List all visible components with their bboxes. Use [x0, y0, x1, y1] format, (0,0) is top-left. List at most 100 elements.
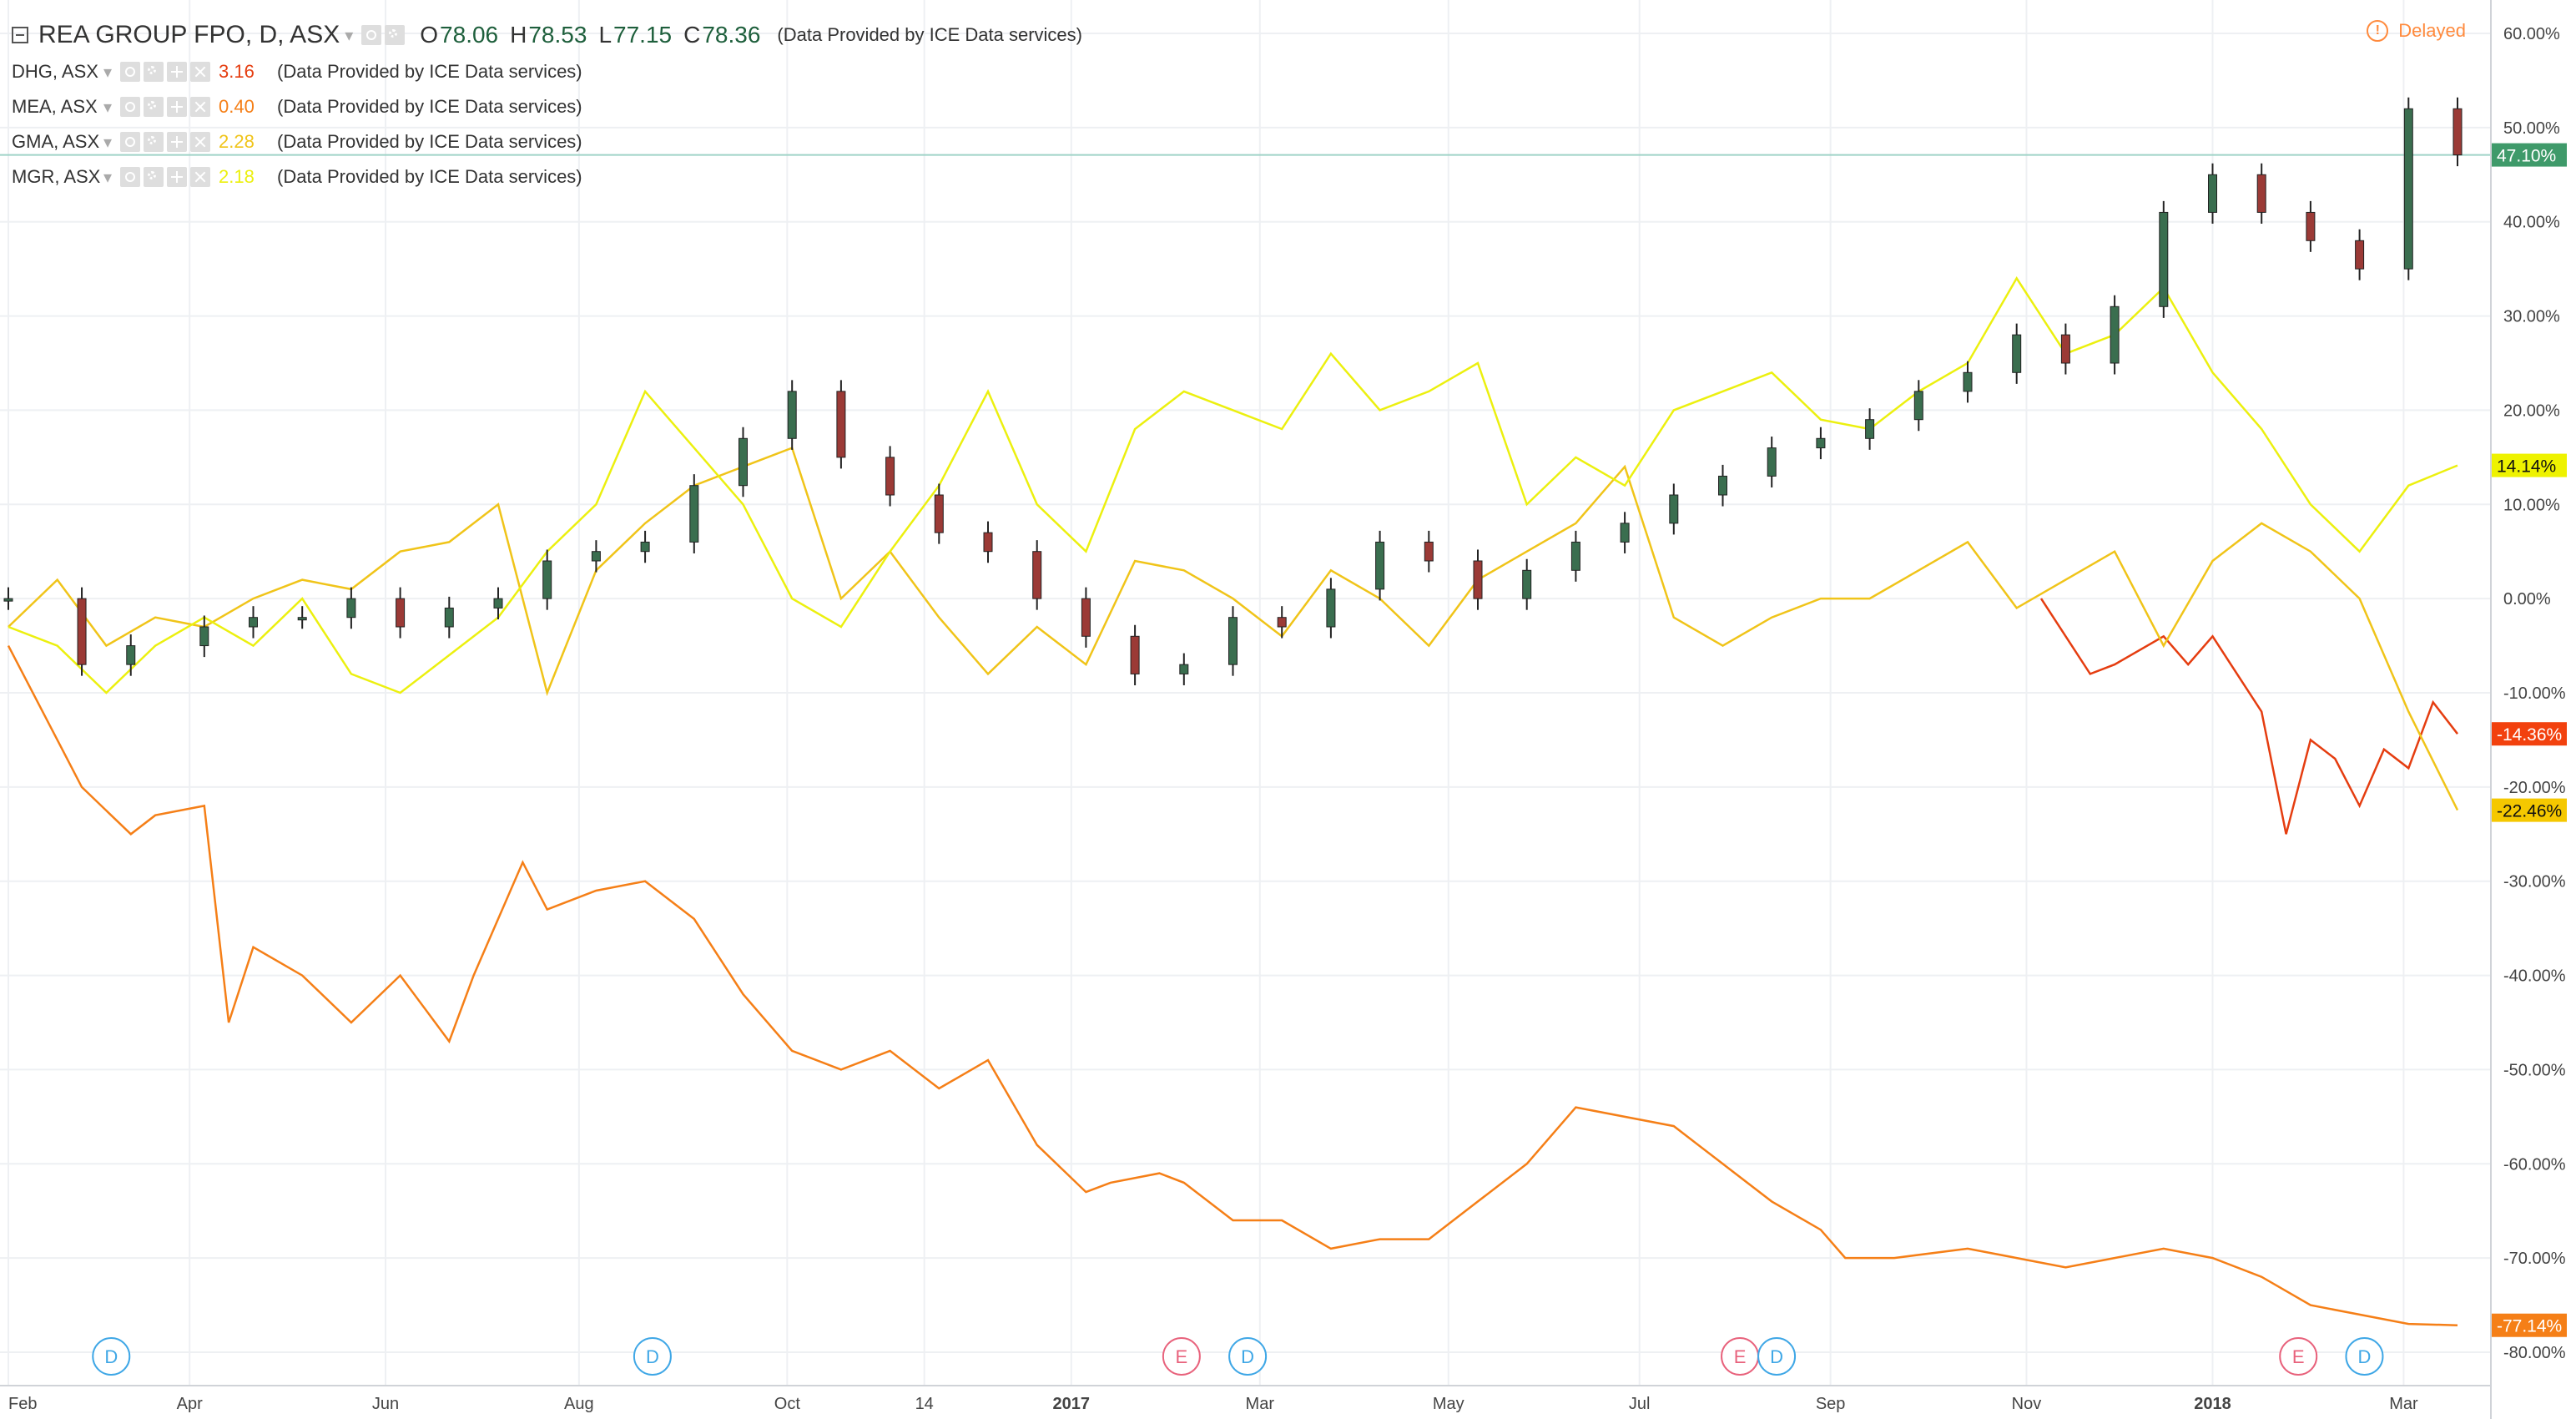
gear-icon[interactable]: [144, 167, 164, 187]
plus-icon[interactable]: [167, 167, 188, 187]
candle-body[interactable]: [1424, 541, 1434, 562]
candle-body[interactable]: [885, 457, 895, 496]
plus-icon[interactable]: [167, 62, 188, 82]
high-label: H: [510, 22, 527, 48]
candle-body[interactable]: [983, 532, 993, 553]
candle-body[interactable]: [1816, 437, 1826, 449]
candle-body[interactable]: [396, 598, 406, 628]
y-tick-label: -80.00%: [2503, 1344, 2566, 1362]
earnings-marker[interactable]: E: [2279, 1337, 2318, 1376]
candle-body[interactable]: [1718, 475, 1727, 496]
candle-body[interactable]: [787, 391, 797, 439]
dividend-marker[interactable]: D: [92, 1337, 131, 1376]
candle-body[interactable]: [836, 391, 846, 458]
candle-body[interactable]: [640, 541, 650, 553]
eye-icon[interactable]: [120, 62, 141, 82]
chevron-down-icon[interactable]: ▾: [103, 168, 113, 187]
candle-body[interactable]: [297, 617, 307, 621]
candle-body[interactable]: [1130, 635, 1140, 674]
compare-symbol-name[interactable]: DHG, ASX: [12, 61, 98, 82]
candle-body[interactable]: [2012, 334, 2022, 373]
chevron-down-icon[interactable]: ▾: [103, 63, 113, 82]
plus-icon[interactable]: [167, 132, 188, 152]
close-label: C: [683, 22, 701, 48]
candle-body[interactable]: [2306, 211, 2316, 241]
collapse-legend-button[interactable]: [12, 27, 28, 43]
candle-body[interactable]: [126, 645, 136, 665]
close-icon[interactable]: [190, 97, 211, 117]
candle-body[interactable]: [2159, 211, 2169, 307]
chevron-down-icon[interactable]: ▾: [345, 26, 354, 45]
candle-body[interactable]: [1081, 598, 1091, 637]
candle-body[interactable]: [1032, 551, 1042, 599]
delayed-status[interactable]: ! Delayed: [2367, 20, 2466, 42]
candle-body[interactable]: [1669, 494, 1679, 524]
gear-icon[interactable]: [144, 97, 164, 117]
candle-body[interactable]: [1522, 569, 1532, 599]
candle-body[interactable]: [2060, 334, 2070, 364]
compare-symbol-name[interactable]: GMA, ASX: [12, 131, 100, 152]
eye-icon[interactable]: [361, 25, 382, 45]
candle-body[interactable]: [1375, 541, 1385, 590]
candle-body[interactable]: [1179, 664, 1189, 674]
candle-body[interactable]: [1473, 560, 1483, 599]
candle-body[interactable]: [2208, 174, 2217, 213]
candle-body[interactable]: [77, 598, 87, 665]
series-line-gma[interactable]: [8, 446, 2459, 811]
candle-body[interactable]: [2355, 240, 2365, 270]
series-line-dhg[interactable]: [2039, 598, 2458, 835]
close-icon[interactable]: [190, 62, 211, 82]
dividend-marker[interactable]: D: [633, 1337, 672, 1376]
plus-icon[interactable]: [167, 97, 188, 117]
chevron-down-icon[interactable]: ▾: [103, 98, 113, 117]
candle-body[interactable]: [2452, 108, 2463, 156]
candle-body[interactable]: [249, 617, 258, 628]
candle-body[interactable]: [542, 560, 552, 599]
candle-body[interactable]: [1277, 617, 1287, 628]
close-icon[interactable]: [190, 167, 211, 187]
candle-body[interactable]: [444, 607, 454, 628]
candle-body[interactable]: [1913, 391, 1923, 421]
candle-body[interactable]: [1963, 371, 1973, 392]
eye-icon[interactable]: [120, 167, 141, 187]
dividend-marker[interactable]: D: [2345, 1337, 2384, 1376]
close-icon[interactable]: [190, 132, 211, 152]
candle-body[interactable]: [1570, 541, 1580, 571]
series-line-mea[interactable]: [7, 645, 2458, 1326]
candle-body[interactable]: [739, 437, 748, 487]
eye-icon[interactable]: [120, 97, 141, 117]
x-tick-label: Mar: [2389, 1395, 2418, 1413]
series-line-mgr[interactable]: [8, 276, 2458, 694]
candle-body[interactable]: [591, 551, 601, 562]
gear-icon[interactable]: [144, 62, 164, 82]
candle-body[interactable]: [1767, 447, 1777, 477]
compare-symbol-name[interactable]: MEA, ASX: [12, 96, 98, 117]
candle-body[interactable]: [346, 598, 356, 619]
candle-body[interactable]: [1228, 617, 1238, 665]
candle-body[interactable]: [689, 485, 699, 543]
earnings-marker[interactable]: E: [1162, 1337, 1201, 1376]
candle-body[interactable]: [3, 598, 13, 602]
candle-body[interactable]: [1865, 419, 1875, 439]
eye-icon[interactable]: [120, 132, 141, 152]
chevron-down-icon[interactable]: ▾: [103, 133, 113, 152]
candle-body[interactable]: [199, 626, 209, 647]
candle-body[interactable]: [1620, 523, 1630, 543]
last-value-tag: 14.14%: [2492, 453, 2567, 477]
candle-body[interactable]: [493, 598, 503, 609]
symbol-title[interactable]: REA GROUP FPO, D, ASX: [38, 21, 340, 48]
compare-symbol-name[interactable]: MGR, ASX: [12, 166, 101, 187]
candle-body[interactable]: [2110, 306, 2120, 364]
gear-icon[interactable]: [385, 25, 406, 45]
dividend-marker[interactable]: D: [1228, 1337, 1268, 1376]
candle-body[interactable]: [934, 494, 944, 533]
candle-body[interactable]: [2403, 108, 2413, 270]
candle-body[interactable]: [2256, 174, 2266, 213]
earnings-marker[interactable]: E: [1721, 1337, 1760, 1376]
gear-icon[interactable]: [144, 132, 164, 152]
candle-body[interactable]: [1326, 588, 1336, 628]
dividend-marker[interactable]: D: [1757, 1337, 1797, 1376]
event-marker-letter: D: [646, 1346, 659, 1367]
